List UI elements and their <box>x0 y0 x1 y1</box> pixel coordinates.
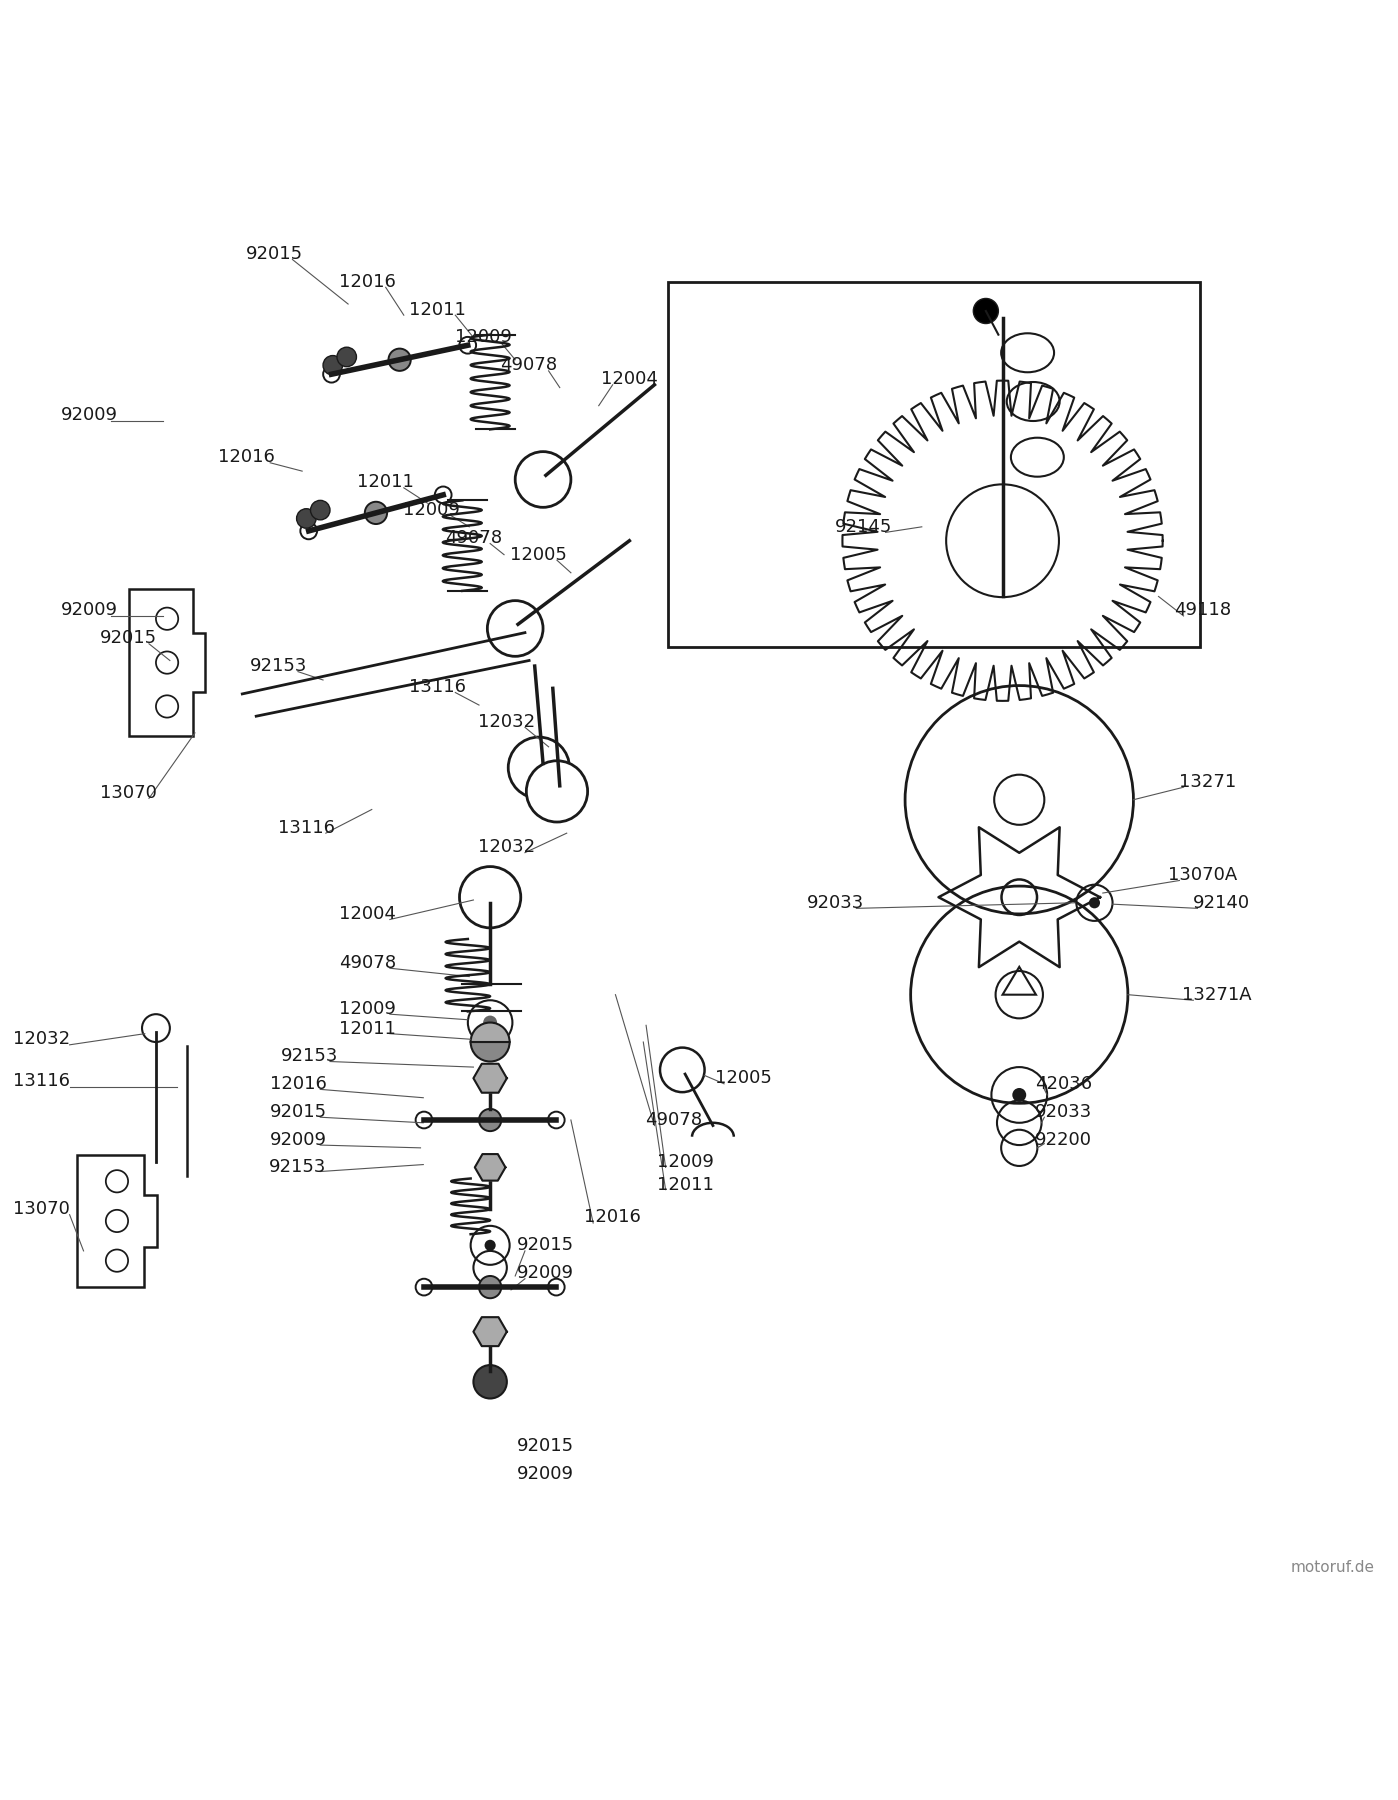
Text: 92033: 92033 <box>807 895 864 913</box>
Circle shape <box>509 736 569 799</box>
Text: 12009: 12009 <box>340 999 396 1017</box>
Text: 12032: 12032 <box>478 839 535 857</box>
Text: 12016: 12016 <box>340 274 396 292</box>
Text: 92009: 92009 <box>517 1264 575 1282</box>
Text: 92015: 92015 <box>246 245 303 263</box>
Circle shape <box>460 866 521 927</box>
Text: 12004: 12004 <box>340 905 396 923</box>
Text: 92009: 92009 <box>517 1465 575 1483</box>
Text: 12004: 12004 <box>601 371 658 389</box>
Text: 92153: 92153 <box>270 1159 327 1177</box>
Text: 13116: 13116 <box>13 1073 70 1091</box>
Text: 49078: 49078 <box>340 954 396 972</box>
Text: 12011: 12011 <box>657 1177 713 1195</box>
Text: 42036: 42036 <box>1036 1075 1092 1093</box>
Text: 92153: 92153 <box>250 657 308 675</box>
Circle shape <box>488 601 542 657</box>
Circle shape <box>485 1240 496 1251</box>
Circle shape <box>310 500 330 520</box>
Wedge shape <box>471 1022 510 1042</box>
Circle shape <box>1012 1087 1026 1102</box>
Polygon shape <box>475 1154 506 1181</box>
Circle shape <box>1089 896 1100 909</box>
Text: 13116: 13116 <box>408 679 466 697</box>
Text: 92015: 92015 <box>517 1237 575 1255</box>
Wedge shape <box>471 1042 510 1062</box>
Text: 12005: 12005 <box>716 1069 772 1087</box>
Circle shape <box>660 1048 705 1093</box>
Text: 92009: 92009 <box>270 1130 327 1148</box>
Polygon shape <box>474 1318 507 1346</box>
Circle shape <box>480 1109 502 1130</box>
Text: 12032: 12032 <box>478 713 535 731</box>
Text: 92015: 92015 <box>517 1436 575 1454</box>
Circle shape <box>516 452 570 508</box>
Text: 92200: 92200 <box>1036 1130 1092 1148</box>
Text: 92015: 92015 <box>270 1103 327 1121</box>
Circle shape <box>973 299 998 324</box>
Circle shape <box>484 1015 498 1030</box>
Polygon shape <box>474 1064 507 1093</box>
Text: 12032: 12032 <box>13 1030 70 1048</box>
Text: 92145: 92145 <box>835 518 892 536</box>
Text: 92033: 92033 <box>1035 1103 1092 1121</box>
Text: 12009: 12009 <box>657 1152 713 1170</box>
Text: 12016: 12016 <box>270 1075 326 1093</box>
Text: 49078: 49078 <box>646 1111 703 1129</box>
Circle shape <box>480 1276 502 1298</box>
Text: 13271A: 13271A <box>1183 986 1251 1004</box>
Text: 92015: 92015 <box>99 630 157 648</box>
Circle shape <box>296 509 316 527</box>
Text: 13070: 13070 <box>14 1201 70 1219</box>
Text: 12011: 12011 <box>340 1021 396 1039</box>
Text: 92140: 92140 <box>1192 895 1250 913</box>
Text: 12011: 12011 <box>358 473 414 491</box>
Text: 92153: 92153 <box>281 1048 338 1066</box>
Text: 92009: 92009 <box>60 601 117 619</box>
Circle shape <box>337 347 356 367</box>
Text: 13271: 13271 <box>1179 772 1236 790</box>
Text: 49078: 49078 <box>500 356 558 374</box>
Text: 12009: 12009 <box>403 500 460 518</box>
Text: 13070: 13070 <box>99 783 157 801</box>
Text: 12011: 12011 <box>408 301 466 319</box>
Text: motoruf.de: motoruf.de <box>1290 1561 1374 1575</box>
Circle shape <box>474 1364 507 1399</box>
Circle shape <box>323 356 343 374</box>
Text: 92009: 92009 <box>60 407 117 425</box>
Text: 13116: 13116 <box>278 819 336 837</box>
Text: 12005: 12005 <box>510 545 568 563</box>
Circle shape <box>389 349 411 371</box>
Text: 13070A: 13070A <box>1169 866 1237 884</box>
Circle shape <box>365 502 387 524</box>
Circle shape <box>526 761 587 823</box>
Text: 49078: 49078 <box>445 529 502 547</box>
Text: 49118: 49118 <box>1174 601 1232 619</box>
Text: 12016: 12016 <box>584 1208 642 1226</box>
Text: 12016: 12016 <box>218 448 275 466</box>
Text: 12009: 12009 <box>454 328 512 346</box>
